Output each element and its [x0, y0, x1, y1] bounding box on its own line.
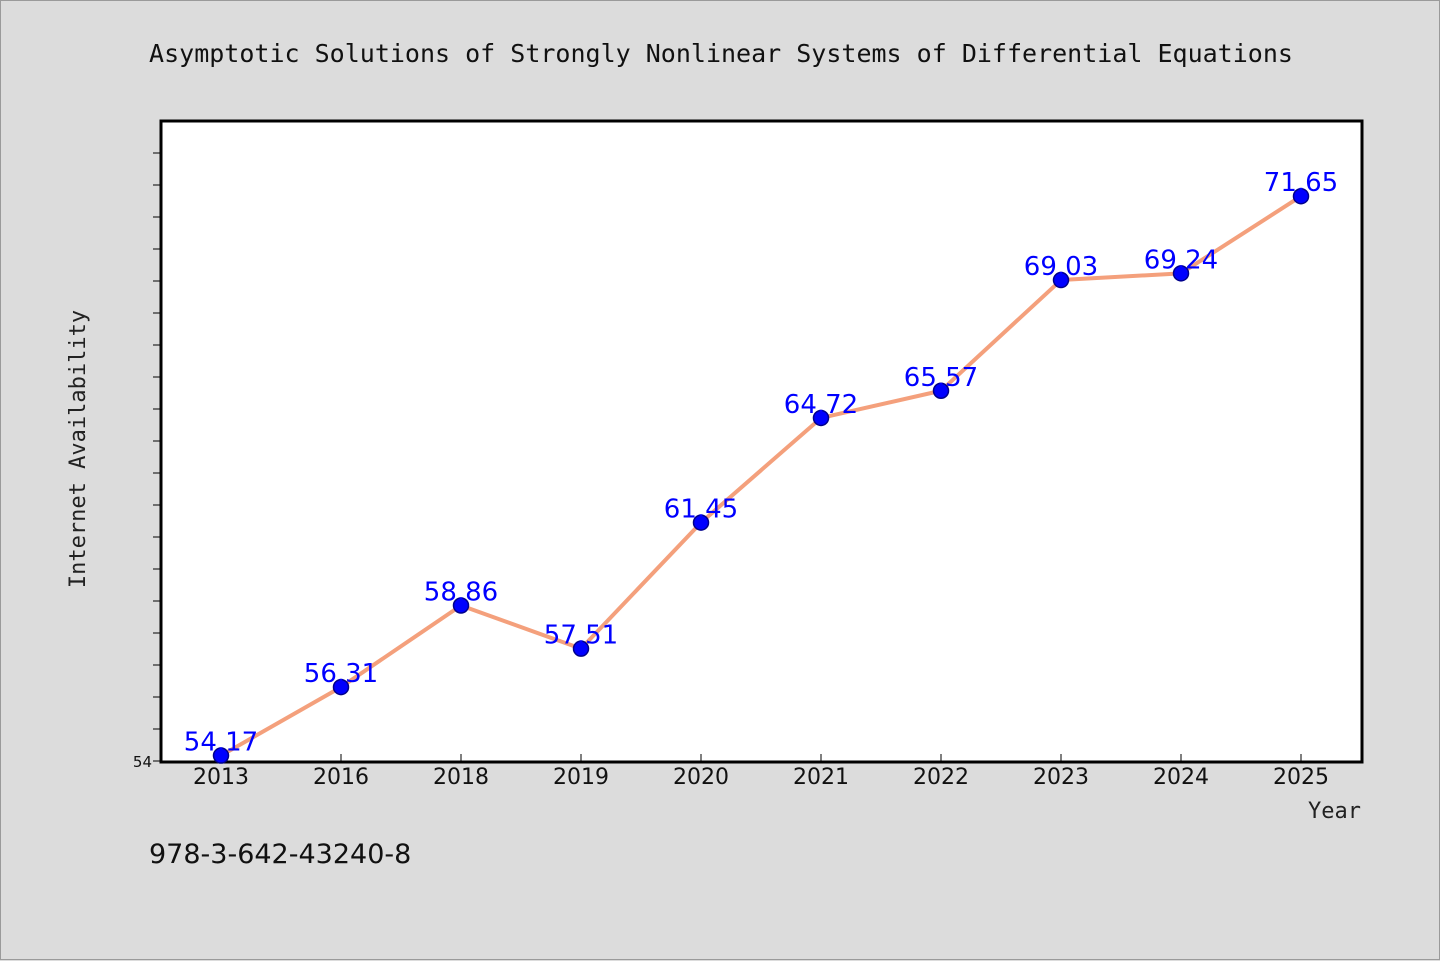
data-label: 61.45: [664, 495, 738, 525]
data-point: [212, 747, 230, 764]
x-tick-label: 2020: [673, 765, 729, 790]
data-markers: [212, 187, 1310, 764]
x-tick-label: 2021: [793, 765, 849, 790]
data-point: [572, 640, 590, 657]
y-axis-tick-labels: 54: [133, 753, 152, 771]
data-point: [932, 382, 950, 400]
data-point: [452, 597, 470, 614]
data-label: 65.57: [904, 363, 978, 393]
series-line: [220, 194, 1303, 758]
x-tick-label: 2013: [193, 765, 249, 790]
data-point: [1172, 265, 1190, 282]
x-axis-tick-labels: 2013 2016 2018 2019 2020 2021 2022 2023 2024 2025: [193, 765, 1329, 790]
data-point: [812, 409, 830, 427]
x-tick-label: 2019: [553, 765, 609, 790]
y-tick-label: 54: [133, 753, 152, 771]
x-tick-label: 2018: [433, 765, 489, 790]
data-label: 69.03: [1024, 252, 1098, 282]
data-label: 54.17: [184, 728, 258, 758]
x-tick-label: 2022: [913, 765, 969, 790]
x-tick-label: 2023: [1033, 765, 1089, 790]
chart-title: Asymptotic Solutions of Strongly Nonline…: [149, 39, 1293, 68]
data-point: [692, 514, 710, 531]
data-labels: 54.17 56.31 58.86 57.51 61.45 64.72 65.57 69.03…: [184, 168, 1338, 757]
data-point: [1052, 271, 1070, 289]
data-label: 64.72: [784, 390, 858, 420]
data-label: 56.31: [304, 659, 378, 689]
x-tick-label: 2024: [1153, 765, 1209, 790]
isbn-footer: 978-3-642-43240-8: [149, 839, 411, 870]
x-axis-label: Year: [1308, 799, 1361, 824]
data-point: [332, 678, 350, 696]
x-tick-label: 2016: [313, 765, 369, 790]
x-tick-label: 2025: [1273, 765, 1329, 790]
y-minor-ticks: [153, 152, 161, 762]
plot-area: [159, 119, 1364, 764]
y-axis-label: Internet Availability: [66, 310, 91, 588]
data-label: 58.86: [424, 577, 498, 607]
data-label: 57.51: [544, 621, 618, 651]
data-label: 71.65: [1264, 168, 1338, 198]
data-point: [1292, 187, 1310, 205]
data-label: 69.24: [1144, 245, 1218, 275]
